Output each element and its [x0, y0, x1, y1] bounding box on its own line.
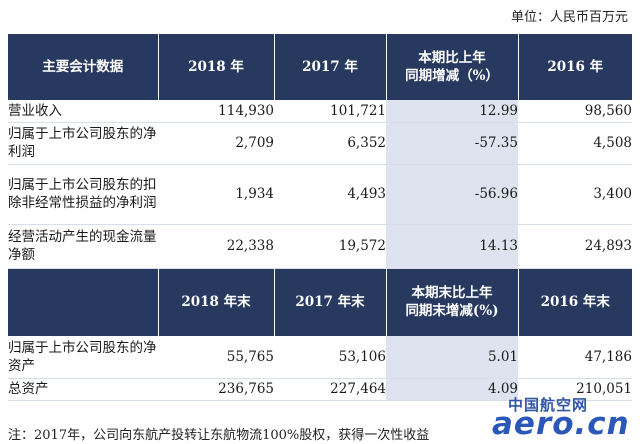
- cell-2017: 53,106: [274, 336, 386, 379]
- cell-2016: 24,893: [518, 224, 632, 269]
- cell-2017: 101,721: [274, 100, 386, 123]
- header-2018: 2018 年: [158, 34, 275, 100]
- header-change-line1: 本期末比上年: [411, 285, 493, 302]
- header-2016: 2016 年: [518, 34, 632, 100]
- row-label: 归属于上市公司股东的净利润: [8, 122, 158, 165]
- cell-2018: 2,709: [158, 122, 274, 165]
- cell-2017: 19,572: [274, 224, 386, 269]
- watermark-logo: 中国航空网 aero.cn: [486, 394, 636, 442]
- row-label: 归属于上市公司股东的扣除非经常性损益的净利润: [8, 164, 158, 225]
- watermark-cn-text: 中国航空网: [508, 396, 589, 414]
- cell-change: 12.99: [386, 100, 518, 123]
- cell-change: 14.13: [386, 224, 518, 269]
- cell-change: -56.96: [386, 164, 518, 225]
- cell-2017: 227,464: [274, 378, 386, 401]
- cell-2016: 210,051: [518, 378, 632, 401]
- cell-2016: 4,508: [518, 122, 632, 165]
- header-2017: 2017 年: [274, 34, 387, 100]
- cell-2018: 55,765: [158, 336, 274, 379]
- header-2016: 2016 年末: [518, 268, 632, 336]
- cell-2018: 236,765: [158, 378, 274, 401]
- watermark-en-text: aero.cn: [492, 406, 630, 442]
- cell-2018: 114,930: [158, 100, 274, 123]
- header-label: 主要会计数据: [8, 34, 159, 100]
- cell-change: -57.35: [386, 122, 518, 165]
- cell-2017: 6,352: [274, 122, 386, 165]
- cell-2018: 22,338: [158, 224, 274, 269]
- header-change: 本期末比上年 同期末增减(%): [386, 268, 519, 336]
- header-change: 本期比上年 同期增减（%）: [386, 34, 519, 100]
- cell-2016: 98,560: [518, 100, 632, 123]
- table-row: 总资产 236,765 227,464 4.09 210,051: [8, 378, 632, 401]
- footnote: 注：2017年，公司向东航产投转让东航物流100%股权，获得一次性收益: [8, 428, 430, 443]
- unit-label: 单位：人民币百万元: [510, 10, 628, 25]
- header-label: [8, 268, 159, 336]
- header-change-line1: 本期比上年: [418, 50, 486, 66]
- row-label: 归属于上市公司股东的净资产: [8, 336, 158, 379]
- cell-2017: 4,493: [274, 164, 386, 225]
- cell-change: 5.01: [386, 336, 518, 379]
- header-change-line2: 同期增减（%）: [405, 68, 499, 84]
- table-row: 归属于上市公司股东的扣除非经常性损益的净利润 1,934 4,493 -56.9…: [8, 164, 632, 225]
- cell-2018: 1,934: [158, 164, 274, 225]
- header-change-line2: 同期末增减(%): [405, 303, 499, 320]
- financial-data-table: 主要会计数据 2018 年 2017 年 本期比上年 同期增减（%） 2016 …: [8, 34, 632, 401]
- header-2017: 2017 年末: [274, 268, 387, 336]
- table-row: 经营活动产生的现金流量净额 22,338 19,572 14.13 24,893: [8, 224, 632, 269]
- row-label: 总资产: [8, 378, 158, 401]
- table-row: 归属于上市公司股东的净利润 2,709 6,352 -57.35 4,508: [8, 122, 632, 165]
- row-label: 营业收入: [8, 100, 158, 123]
- table-row: 归属于上市公司股东的净资产 55,765 53,106 5.01 47,186: [8, 336, 632, 379]
- table-row: 营业收入 114,930 101,721 12.99 98,560: [8, 100, 632, 123]
- cell-change: 4.09: [386, 378, 518, 401]
- header-2018: 2018 年末: [158, 268, 275, 336]
- table-header-row: 2018 年末 2017 年末 本期末比上年 同期末增减(%) 2016 年末: [8, 268, 632, 336]
- cell-2016: 3,400: [518, 164, 632, 225]
- row-label: 经营活动产生的现金流量净额: [8, 224, 158, 269]
- table-header-row: 主要会计数据 2018 年 2017 年 本期比上年 同期增减（%） 2016 …: [8, 34, 632, 100]
- cell-2016: 47,186: [518, 336, 632, 379]
